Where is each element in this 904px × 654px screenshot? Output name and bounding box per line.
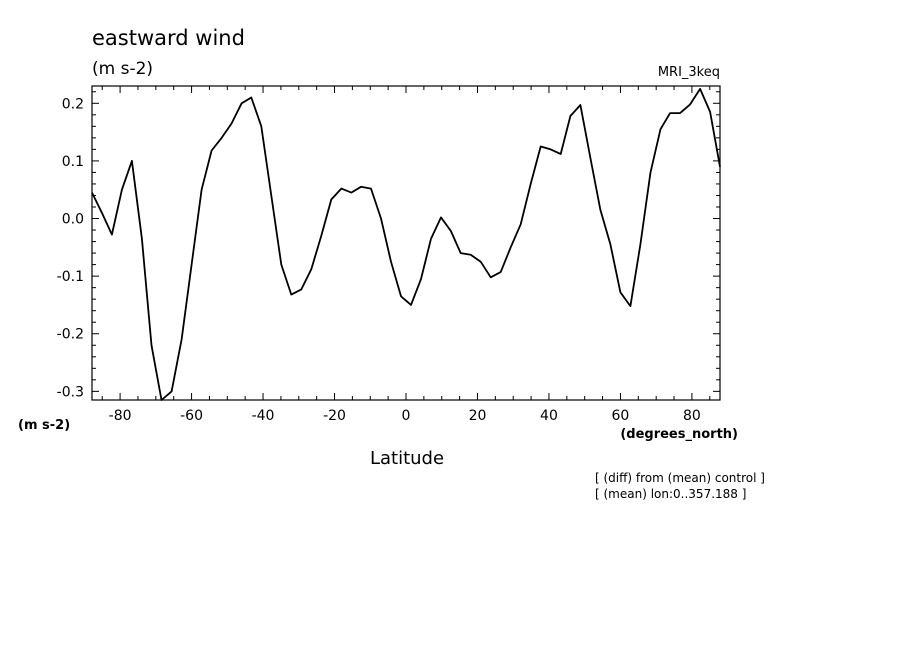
y-unit-label: (m s-2) xyxy=(18,418,70,433)
y-tick-label: 0.1 xyxy=(62,154,84,170)
x-tick-label: 40 xyxy=(540,408,558,424)
x-axis: -80 -60 -40 -20 0 20 40 60 80 xyxy=(101,86,711,424)
chart-units: (m s-2) xyxy=(92,59,153,79)
chart-title: eastward wind xyxy=(92,26,245,50)
wind-line-series xyxy=(91,88,721,401)
y-tick-label: -0.3 xyxy=(57,384,84,400)
y-axis: 0.2 0.1 0.0 -0.1 -0.2 -0.3 xyxy=(57,91,720,400)
note-line-1: [ (diff) from (mean) control ] xyxy=(595,471,765,485)
x-unit-label: (degrees_north) xyxy=(620,427,738,442)
x-tick-label: 0 xyxy=(402,408,411,424)
x-tick-label: -80 xyxy=(109,408,132,424)
plot-frame xyxy=(91,85,721,401)
y-tick-label: 0.2 xyxy=(62,96,84,112)
x-tick-label: -20 xyxy=(323,408,346,424)
note-line-2: [ (mean) lon:0..357.188 ] xyxy=(595,487,746,501)
x-tick-label: -60 xyxy=(180,408,203,424)
x-axis-title: Latitude xyxy=(370,448,444,469)
y-tick-label: -0.2 xyxy=(57,327,84,343)
model-label: MRI_3keq xyxy=(658,65,720,80)
x-tick-label: 80 xyxy=(683,408,701,424)
x-tick-label: 20 xyxy=(469,408,487,424)
y-tick-label: -0.1 xyxy=(57,269,84,285)
x-tick-label: -40 xyxy=(252,408,275,424)
x-tick-label: 60 xyxy=(612,408,630,424)
y-tick-label: 0.0 xyxy=(62,212,84,228)
